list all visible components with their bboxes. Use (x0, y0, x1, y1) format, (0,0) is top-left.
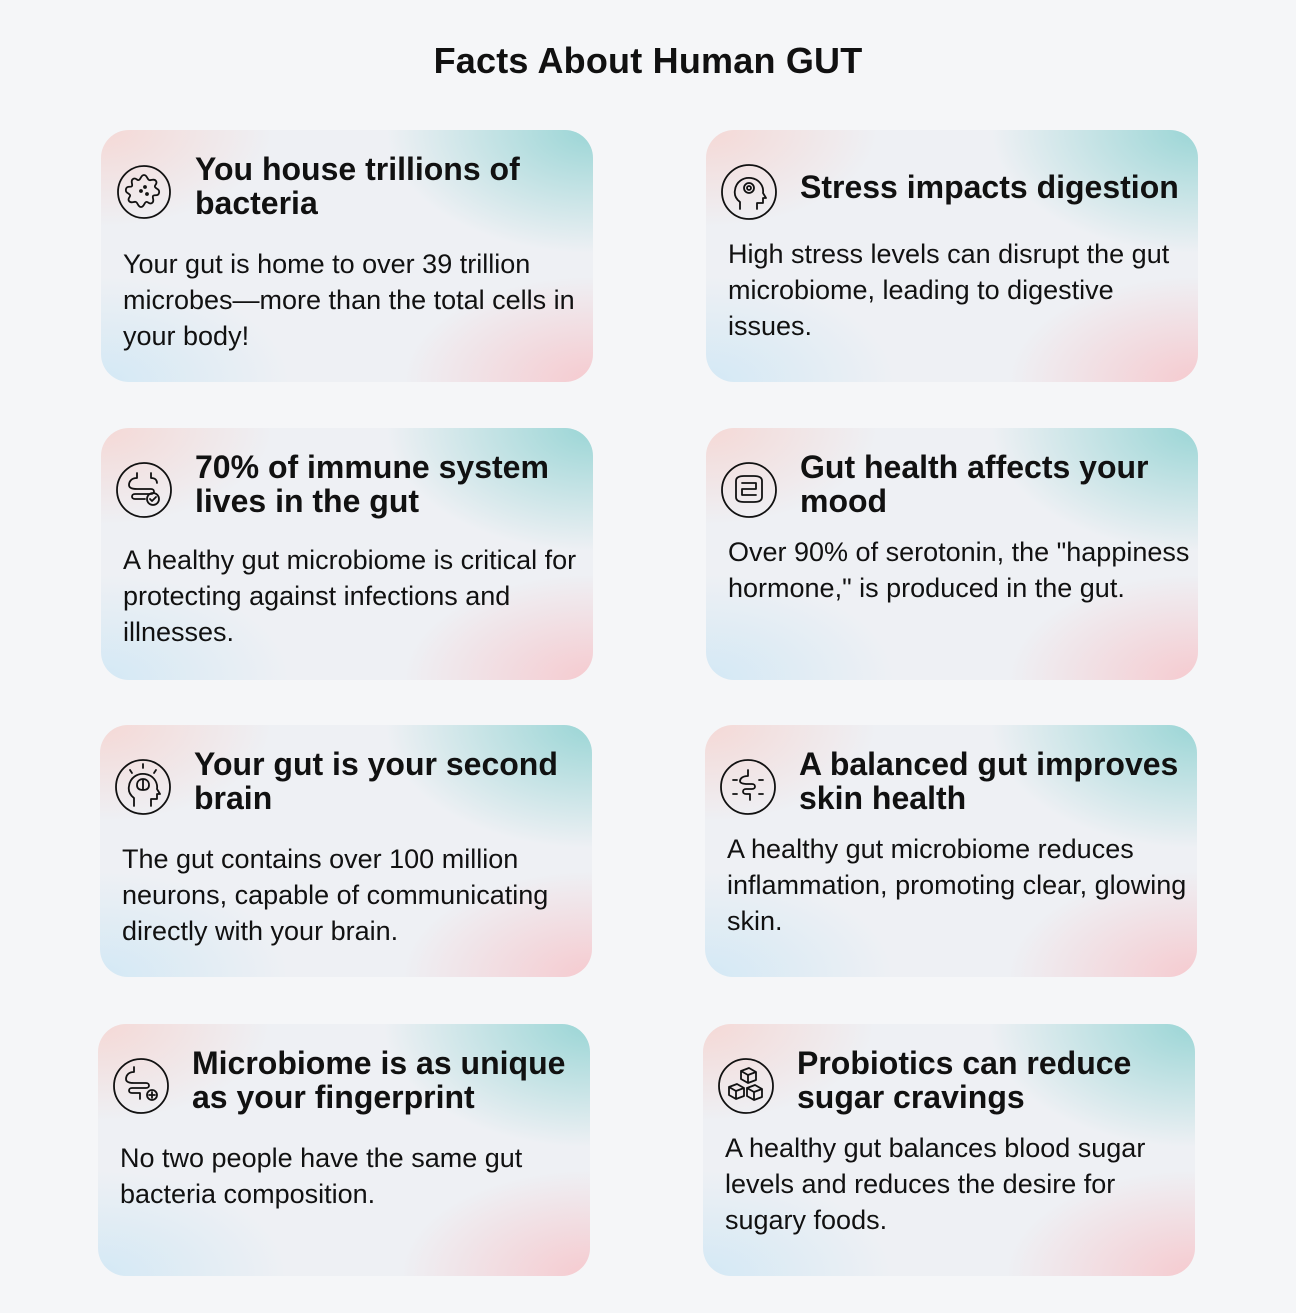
fact-body: The gut contains over 100 million neuron… (122, 844, 549, 946)
fact-body: Your gut is home to over 39 trillion mic… (123, 249, 575, 351)
fact-card: Probiotics can reduce sugar cravings A he… (703, 1024, 1195, 1276)
fact-card: A balanced gut improves skin health A hea… (705, 725, 1197, 977)
fact-card: 70% of immune system lives in the gut A h… (101, 428, 593, 680)
fact-title: You house trillions of bacteria (195, 151, 520, 221)
fact-title: 70% of immune system lives in the gut (195, 449, 549, 519)
fact-body: Over 90% of serotonin, the "happiness ho… (728, 537, 1190, 603)
fact-body: A healthy gut balances blood sugar level… (725, 1133, 1146, 1235)
bacteria-icon (115, 163, 173, 221)
fact-body: High stress levels can disrupt the gut m… (728, 239, 1170, 341)
glowing-gut-icon (719, 758, 777, 816)
intestine-check-icon (115, 461, 173, 519)
fact-title: A balanced gut improves skin health (799, 746, 1179, 816)
fact-title: Stress impacts digestion (800, 169, 1179, 205)
fact-card: Microbiome is as unique as your fingerpr… (98, 1024, 590, 1276)
brain-head-icon (114, 758, 172, 816)
fact-card: Stress impacts digestion High stress leve… (706, 130, 1198, 382)
fact-title: Gut health affects your mood (800, 449, 1149, 519)
fact-card: Gut health affects your mood Over 90% of … (706, 428, 1198, 680)
fact-body: No two people have the same gut bacteria… (120, 1143, 523, 1209)
intestine-mood-icon (720, 461, 778, 519)
fact-body: A healthy gut microbiome is critical for… (123, 545, 577, 647)
intestine-fingerprint-icon (112, 1057, 170, 1115)
fact-title: Your gut is your second brain (194, 746, 558, 816)
page-title: Facts About Human GUT (433, 40, 863, 81)
fact-title: Probiotics can reduce sugar cravings (797, 1045, 1132, 1115)
fact-card: Your gut is your second brain The gut con… (100, 725, 592, 977)
fact-title: Microbiome is as unique as your fingerpr… (192, 1045, 566, 1115)
fact-card: You house trillions of bacteria Your gut … (101, 130, 593, 382)
sugar-cubes-icon (717, 1057, 775, 1115)
stress-head-icon (720, 163, 778, 221)
fact-body: A healthy gut microbiome reduces inflamm… (727, 834, 1187, 936)
